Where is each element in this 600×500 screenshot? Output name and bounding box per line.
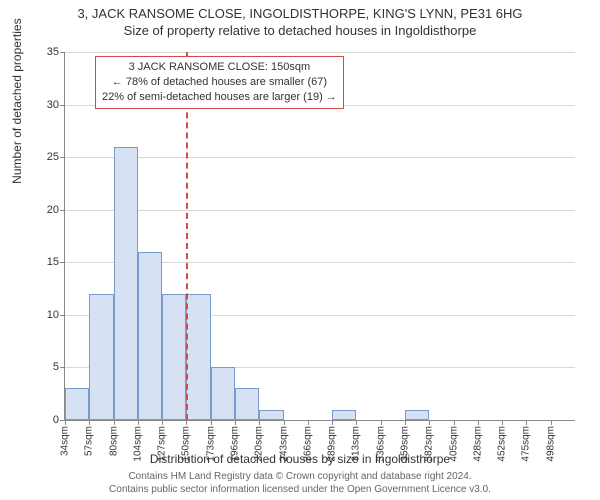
- chart-title-sub: Size of property relative to detached ho…: [0, 21, 600, 38]
- histogram-bar: [186, 294, 210, 420]
- xtick-mark: [454, 420, 455, 425]
- x-axis-label: Distribution of detached houses by size …: [0, 452, 600, 466]
- histogram-bar: [89, 294, 113, 420]
- histogram-bar: [114, 147, 138, 420]
- annotation-box: 3 JACK RANSOME CLOSE: 150sqm← 78% of det…: [95, 56, 344, 109]
- xtick-mark: [526, 420, 527, 425]
- annotation-line3: 22% of semi-detached houses are larger (…: [102, 90, 337, 105]
- xtick-mark: [502, 420, 503, 425]
- xtick-mark: [284, 420, 285, 425]
- histogram-bar: [162, 294, 186, 420]
- xtick-mark: [356, 420, 357, 425]
- annotation-line2: ← 78% of detached houses are smaller (67…: [102, 75, 337, 90]
- xtick-mark: [381, 420, 382, 425]
- xtick-mark: [429, 420, 430, 425]
- xtick-mark: [65, 420, 66, 425]
- xtick-mark: [162, 420, 163, 425]
- ytick-label: 15: [47, 256, 59, 268]
- ytick-mark: [60, 157, 65, 158]
- ytick-label: 20: [47, 204, 59, 216]
- xtick-mark: [211, 420, 212, 425]
- gridline: [65, 210, 575, 211]
- xtick-mark: [332, 420, 333, 425]
- ytick-mark: [60, 315, 65, 316]
- ytick-label: 10: [47, 309, 59, 321]
- ytick-mark: [60, 262, 65, 263]
- ytick-label: 25: [47, 151, 59, 163]
- xtick-mark: [89, 420, 90, 425]
- xtick-mark: [478, 420, 479, 425]
- histogram-bar: [211, 367, 235, 420]
- xtick-mark: [308, 420, 309, 425]
- histogram-bar: [405, 410, 429, 421]
- xtick-mark: [138, 420, 139, 425]
- chart-plot-area: 0510152025303534sqm57sqm80sqm104sqm127sq…: [64, 52, 575, 421]
- chart-title-main: 3, JACK RANSOME CLOSE, INGOLDISTHORPE, K…: [0, 0, 600, 21]
- y-axis-label: Number of detached properties: [10, 18, 24, 183]
- ytick-mark: [60, 105, 65, 106]
- xtick-mark: [551, 420, 552, 425]
- annotation-line1: 3 JACK RANSOME CLOSE: 150sqm: [102, 60, 337, 75]
- gridline: [65, 52, 575, 53]
- xtick-mark: [186, 420, 187, 425]
- histogram-bar: [332, 410, 356, 421]
- footer-line2: Contains public sector information licen…: [0, 483, 600, 496]
- histogram-bar: [235, 388, 259, 420]
- chart-footer: Contains HM Land Registry data © Crown c…: [0, 470, 600, 496]
- gridline: [65, 157, 575, 158]
- footer-line1: Contains HM Land Registry data © Crown c…: [0, 470, 600, 483]
- xtick-mark: [259, 420, 260, 425]
- ytick-label: 30: [47, 99, 59, 111]
- ytick-label: 0: [53, 414, 59, 426]
- ytick-mark: [60, 210, 65, 211]
- xtick-mark: [405, 420, 406, 425]
- histogram-bar: [138, 252, 162, 420]
- xtick-mark: [114, 420, 115, 425]
- ytick-mark: [60, 367, 65, 368]
- xtick-mark: [235, 420, 236, 425]
- ytick-label: 5: [53, 361, 59, 373]
- histogram-bar: [65, 388, 89, 420]
- histogram-bar: [259, 410, 283, 421]
- ytick-mark: [60, 52, 65, 53]
- ytick-label: 35: [47, 46, 59, 58]
